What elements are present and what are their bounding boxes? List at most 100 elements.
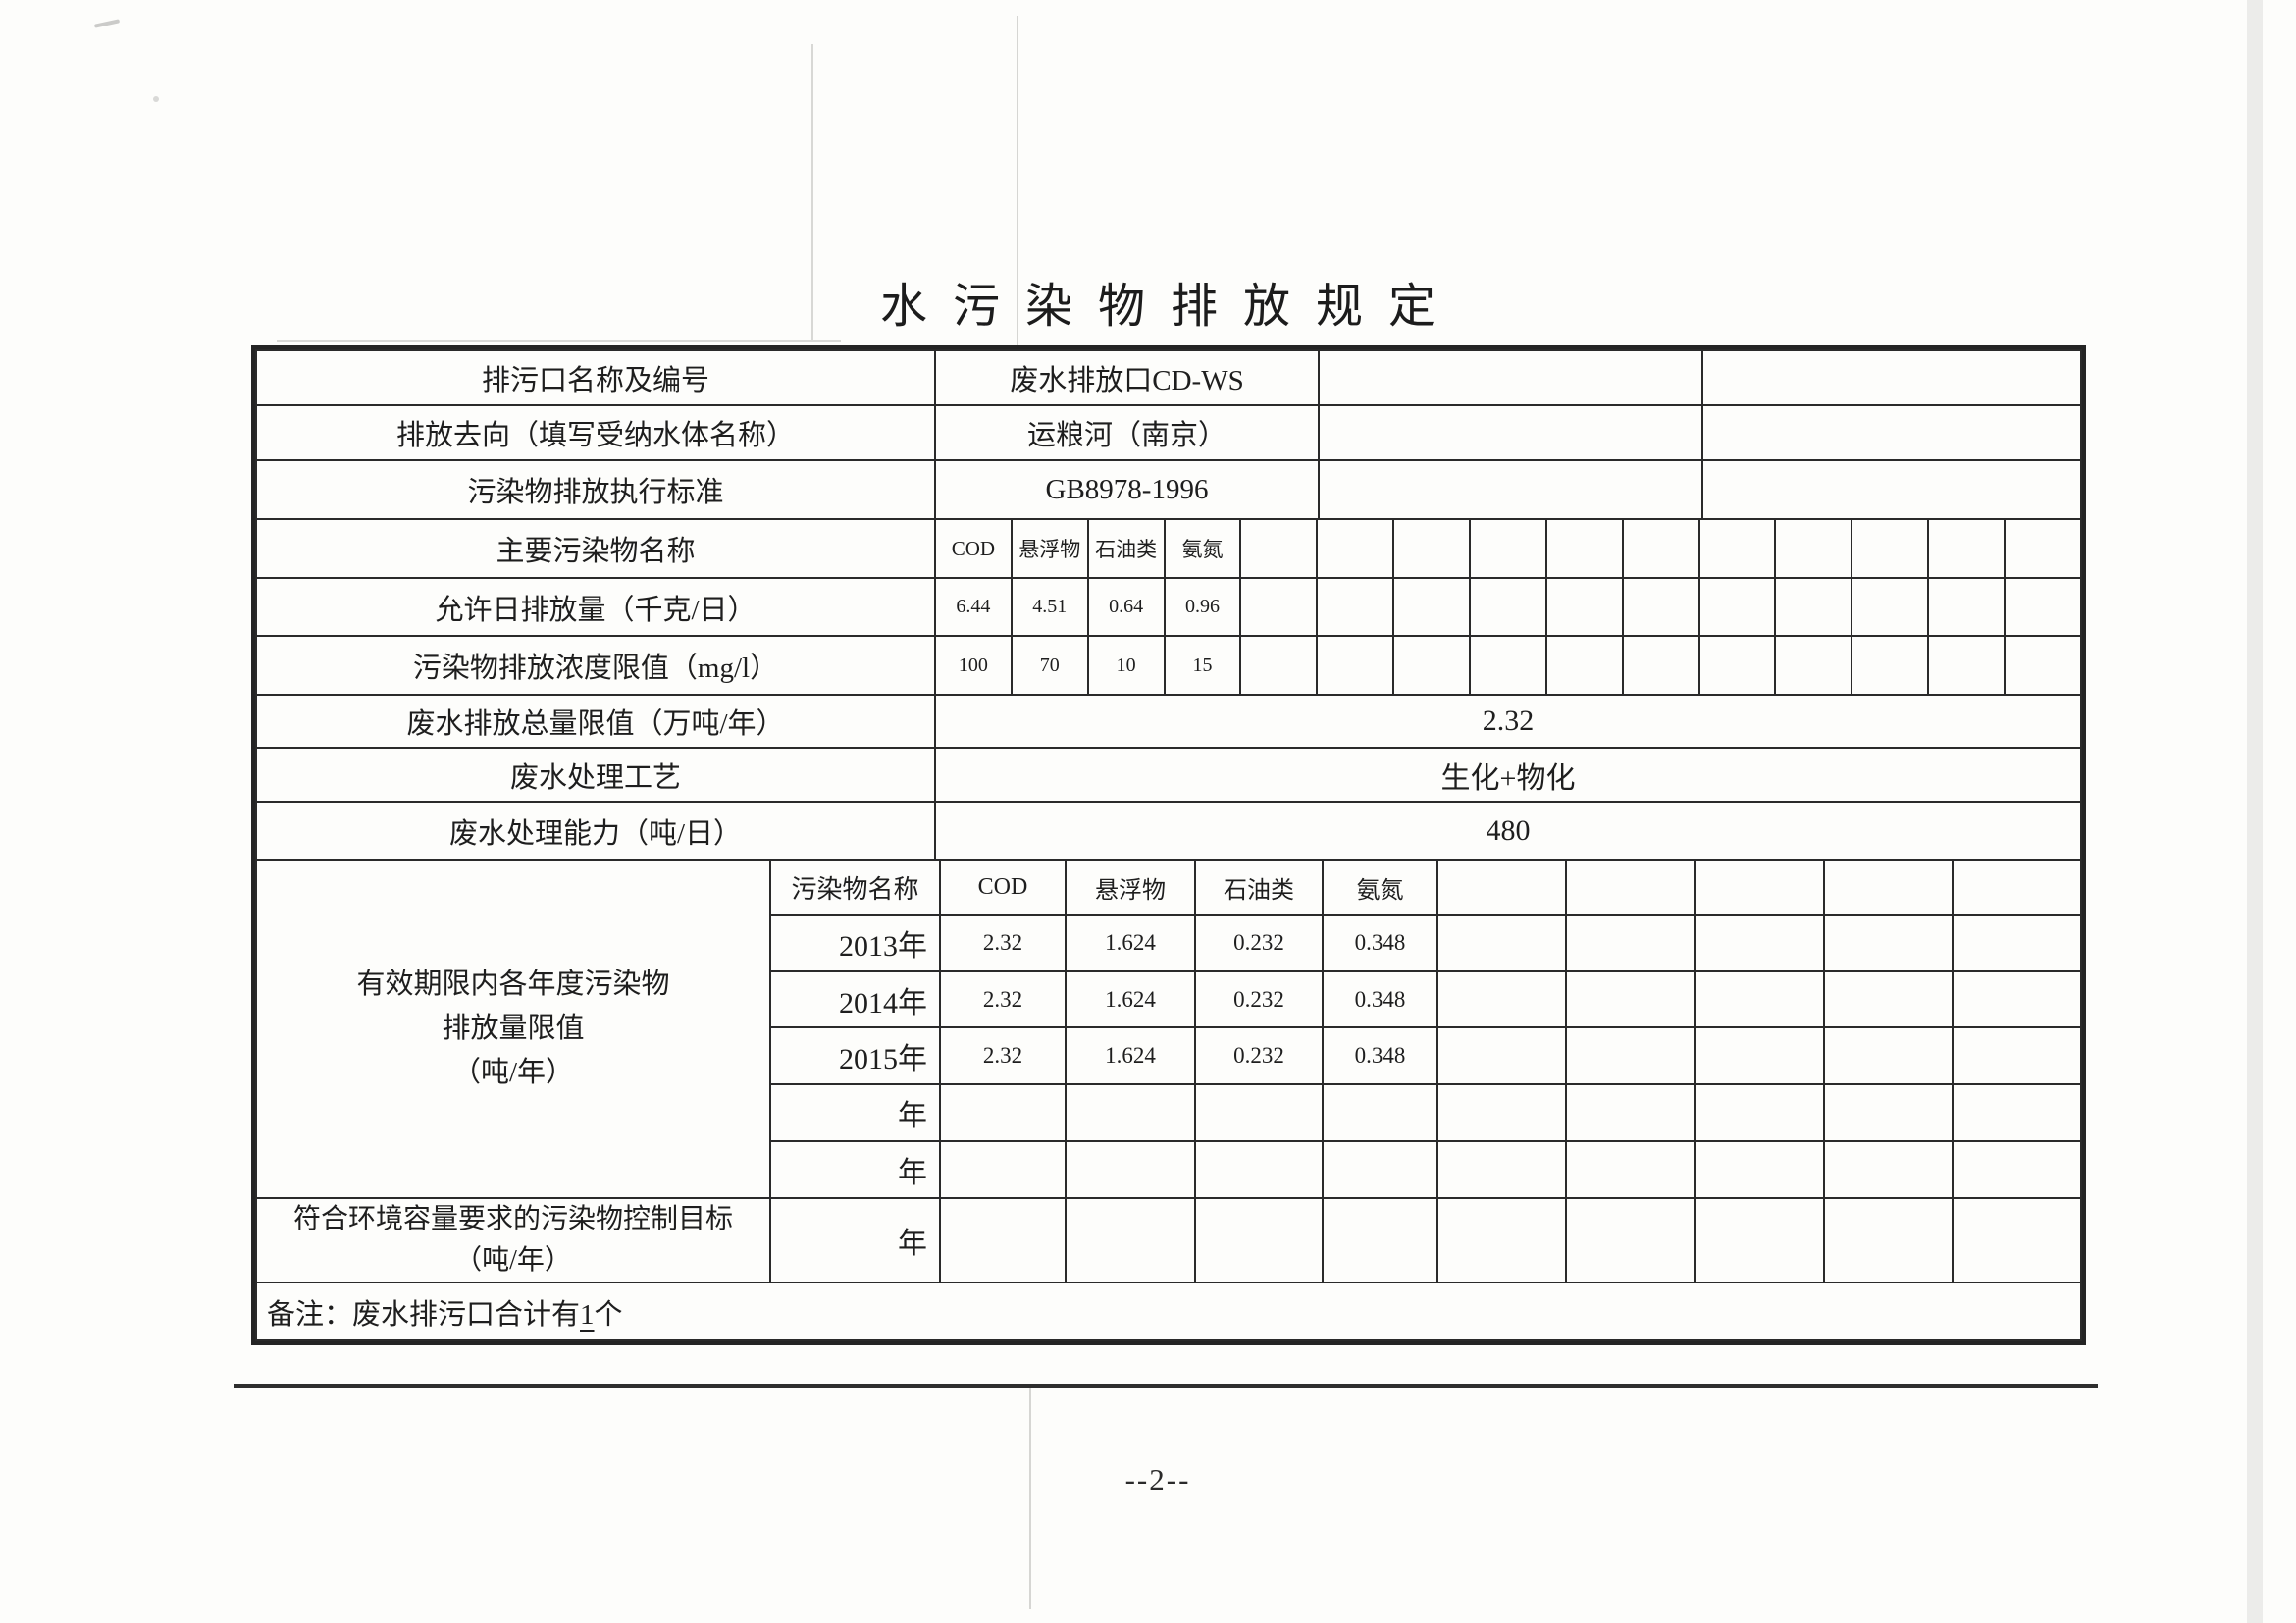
empty-cell: [1435, 861, 1568, 916]
table-row: 备注：废水排污口合计有1个: [255, 1283, 2082, 1341]
empty-cell: [1316, 520, 1395, 579]
note-outlet-count: 1: [580, 1298, 595, 1331]
empty-cell: [2004, 577, 2082, 637]
empty-cell: [1951, 970, 2083, 1028]
annual-value: 0.232: [1194, 1026, 1324, 1085]
empty-cell: [1694, 970, 1825, 1028]
empty-cell: [1469, 577, 1547, 637]
annual-value: 0.348: [1322, 914, 1438, 972]
note-section: 备注：废水排污口合计有1个: [255, 1283, 2082, 1341]
pollutant-header: 悬浮物: [1010, 520, 1089, 579]
empty-cell: [2004, 635, 2082, 696]
conc-limit-value: 70: [1010, 635, 1089, 696]
year-cell: 2014年: [769, 970, 941, 1028]
empty-cell: [1951, 861, 2083, 916]
row-label: 排放去向（填写受纳水体名称）: [255, 404, 936, 461]
empty-cell: [1565, 970, 1696, 1028]
table-row: 主要污染物名称 COD 悬浮物 石油类 氨氮: [255, 520, 2082, 579]
conc-limit-value: 15: [1163, 635, 1242, 696]
year-cell: 年: [769, 1197, 941, 1283]
conc-limit-value: 10: [1086, 635, 1166, 696]
table-row: 允许日排放量（千克/日） 6.44 4.51 0.64 0.96: [255, 577, 2082, 637]
empty-cell: [1544, 577, 1624, 637]
empty-cell: [1822, 1083, 1954, 1142]
note-text: 个: [594, 1298, 623, 1331]
empty-cell: [1951, 914, 2083, 972]
table-row: 污染物排放执行标准 GB8978-1996: [255, 459, 2082, 520]
annual-value: [1322, 1140, 1438, 1199]
annual-limits-section: 有效期限内各年度污染物 排放量限值 （吨/年） 污染物名称 COD 悬浮物 石油…: [255, 861, 2083, 1283]
row-label: 允许日排放量（千克/日）: [255, 577, 936, 637]
daily-limit-value: 4.51: [1010, 577, 1089, 637]
empty-cell: [1565, 1083, 1696, 1142]
note-cell: 备注：废水排污口合计有1个: [255, 1283, 2082, 1341]
empty-cell: [1544, 635, 1624, 696]
empty-cell: [1565, 1197, 1696, 1283]
annual-value: [1065, 1140, 1196, 1199]
annual-value: [1065, 1083, 1196, 1142]
empty-cell: [1927, 635, 2007, 696]
annual-limits-label-line: 排放量限值: [442, 1013, 585, 1045]
empty-cell: [1392, 520, 1472, 579]
table-outer-bottom-rule: [234, 1384, 2098, 1388]
capacity-target-label: 符合环境容量要求的污染物控制目标 （吨/年）: [255, 1197, 771, 1283]
table-row: 符合环境容量要求的污染物控制目标 （吨/年） 年: [255, 1197, 2083, 1283]
info-section: 排污口名称及编号 废水排放口CD-WS 排放去向（填写受纳水体名称） 运粮河（南…: [255, 349, 2082, 520]
row-label: 排污口名称及编号: [255, 349, 936, 406]
table-row: 2013年 2.32 1.624 0.232 0.348: [256, 914, 2083, 972]
table-row: 废水处理工艺 生化+物化: [255, 747, 2082, 803]
capacity-target-label-line: （吨/年）: [454, 1245, 572, 1276]
empty-cell: [1822, 1140, 1954, 1199]
table-row: 年: [256, 1083, 2083, 1142]
empty-cell: [1435, 1026, 1568, 1085]
empty-cell: [1694, 861, 1825, 916]
empty-cell: [1822, 970, 1954, 1028]
table-row: 废水处理能力（吨/日） 480: [255, 801, 2082, 861]
empty-cell: [1694, 1140, 1825, 1199]
empty-cell: [1435, 914, 1568, 972]
empty-cell: [1697, 577, 1777, 637]
empty-cell: [1316, 577, 1395, 637]
row-label: 废水处理能力（吨/日）: [255, 801, 936, 861]
annual-value: [1194, 1083, 1324, 1142]
pollutant-section: 主要污染物名称 COD 悬浮物 石油类 氨氮 允许日排放量（千克/日） 6.44…: [255, 520, 2082, 696]
empty-cell: [1469, 520, 1547, 579]
empty-cell: [1694, 1026, 1825, 1085]
column-header: COD: [939, 861, 1067, 916]
scan-streak: [277, 340, 841, 342]
empty-cell: [1822, 914, 1954, 972]
pollutant-header: 氨氮: [1163, 520, 1242, 579]
annual-value: 1.624: [1065, 970, 1196, 1028]
table-row: 排放去向（填写受纳水体名称） 运粮河（南京）: [255, 404, 2082, 461]
conc-limit-value: 100: [934, 635, 1013, 696]
empty-cell: [1318, 459, 1703, 520]
pollutant-header: 石油类: [1086, 520, 1166, 579]
empty-cell: [1851, 520, 1930, 579]
empty-cell: [1951, 1197, 2083, 1283]
scan-speck: [93, 19, 121, 28]
row-label: 废水处理工艺: [255, 747, 936, 803]
empty-cell: [1392, 577, 1472, 637]
annual-value: [939, 1083, 1067, 1142]
annual-value: 1.624: [1065, 914, 1196, 972]
empty-cell: [2004, 520, 2082, 579]
year-cell: 2013年: [769, 914, 941, 972]
empty-cell: [1469, 635, 1547, 696]
empty-cell: [1851, 577, 1930, 637]
empty-cell: [1239, 520, 1319, 579]
capacity-value: [939, 1197, 1067, 1283]
empty-cell: [1697, 635, 1777, 696]
empty-cell: [1697, 520, 1777, 579]
annual-value: 1.624: [1065, 1026, 1196, 1085]
row-label: 废水排放总量限值（万吨/年）: [255, 696, 936, 749]
daily-limit-value: 0.96: [1163, 577, 1242, 637]
capacity-value: [1194, 1197, 1324, 1283]
document-title: 水污染物排放规定: [879, 281, 1461, 333]
daily-limit-value: 6.44: [934, 577, 1013, 637]
total-discharge-limit-value: 2.32: [934, 696, 2082, 749]
annual-limits-label-line: 有效期限内各年度污染物: [356, 969, 670, 1001]
empty-cell: [1701, 459, 2082, 520]
empty-cell: [1951, 1140, 2083, 1199]
empty-cell: [1239, 635, 1319, 696]
empty-cell: [1774, 635, 1853, 696]
